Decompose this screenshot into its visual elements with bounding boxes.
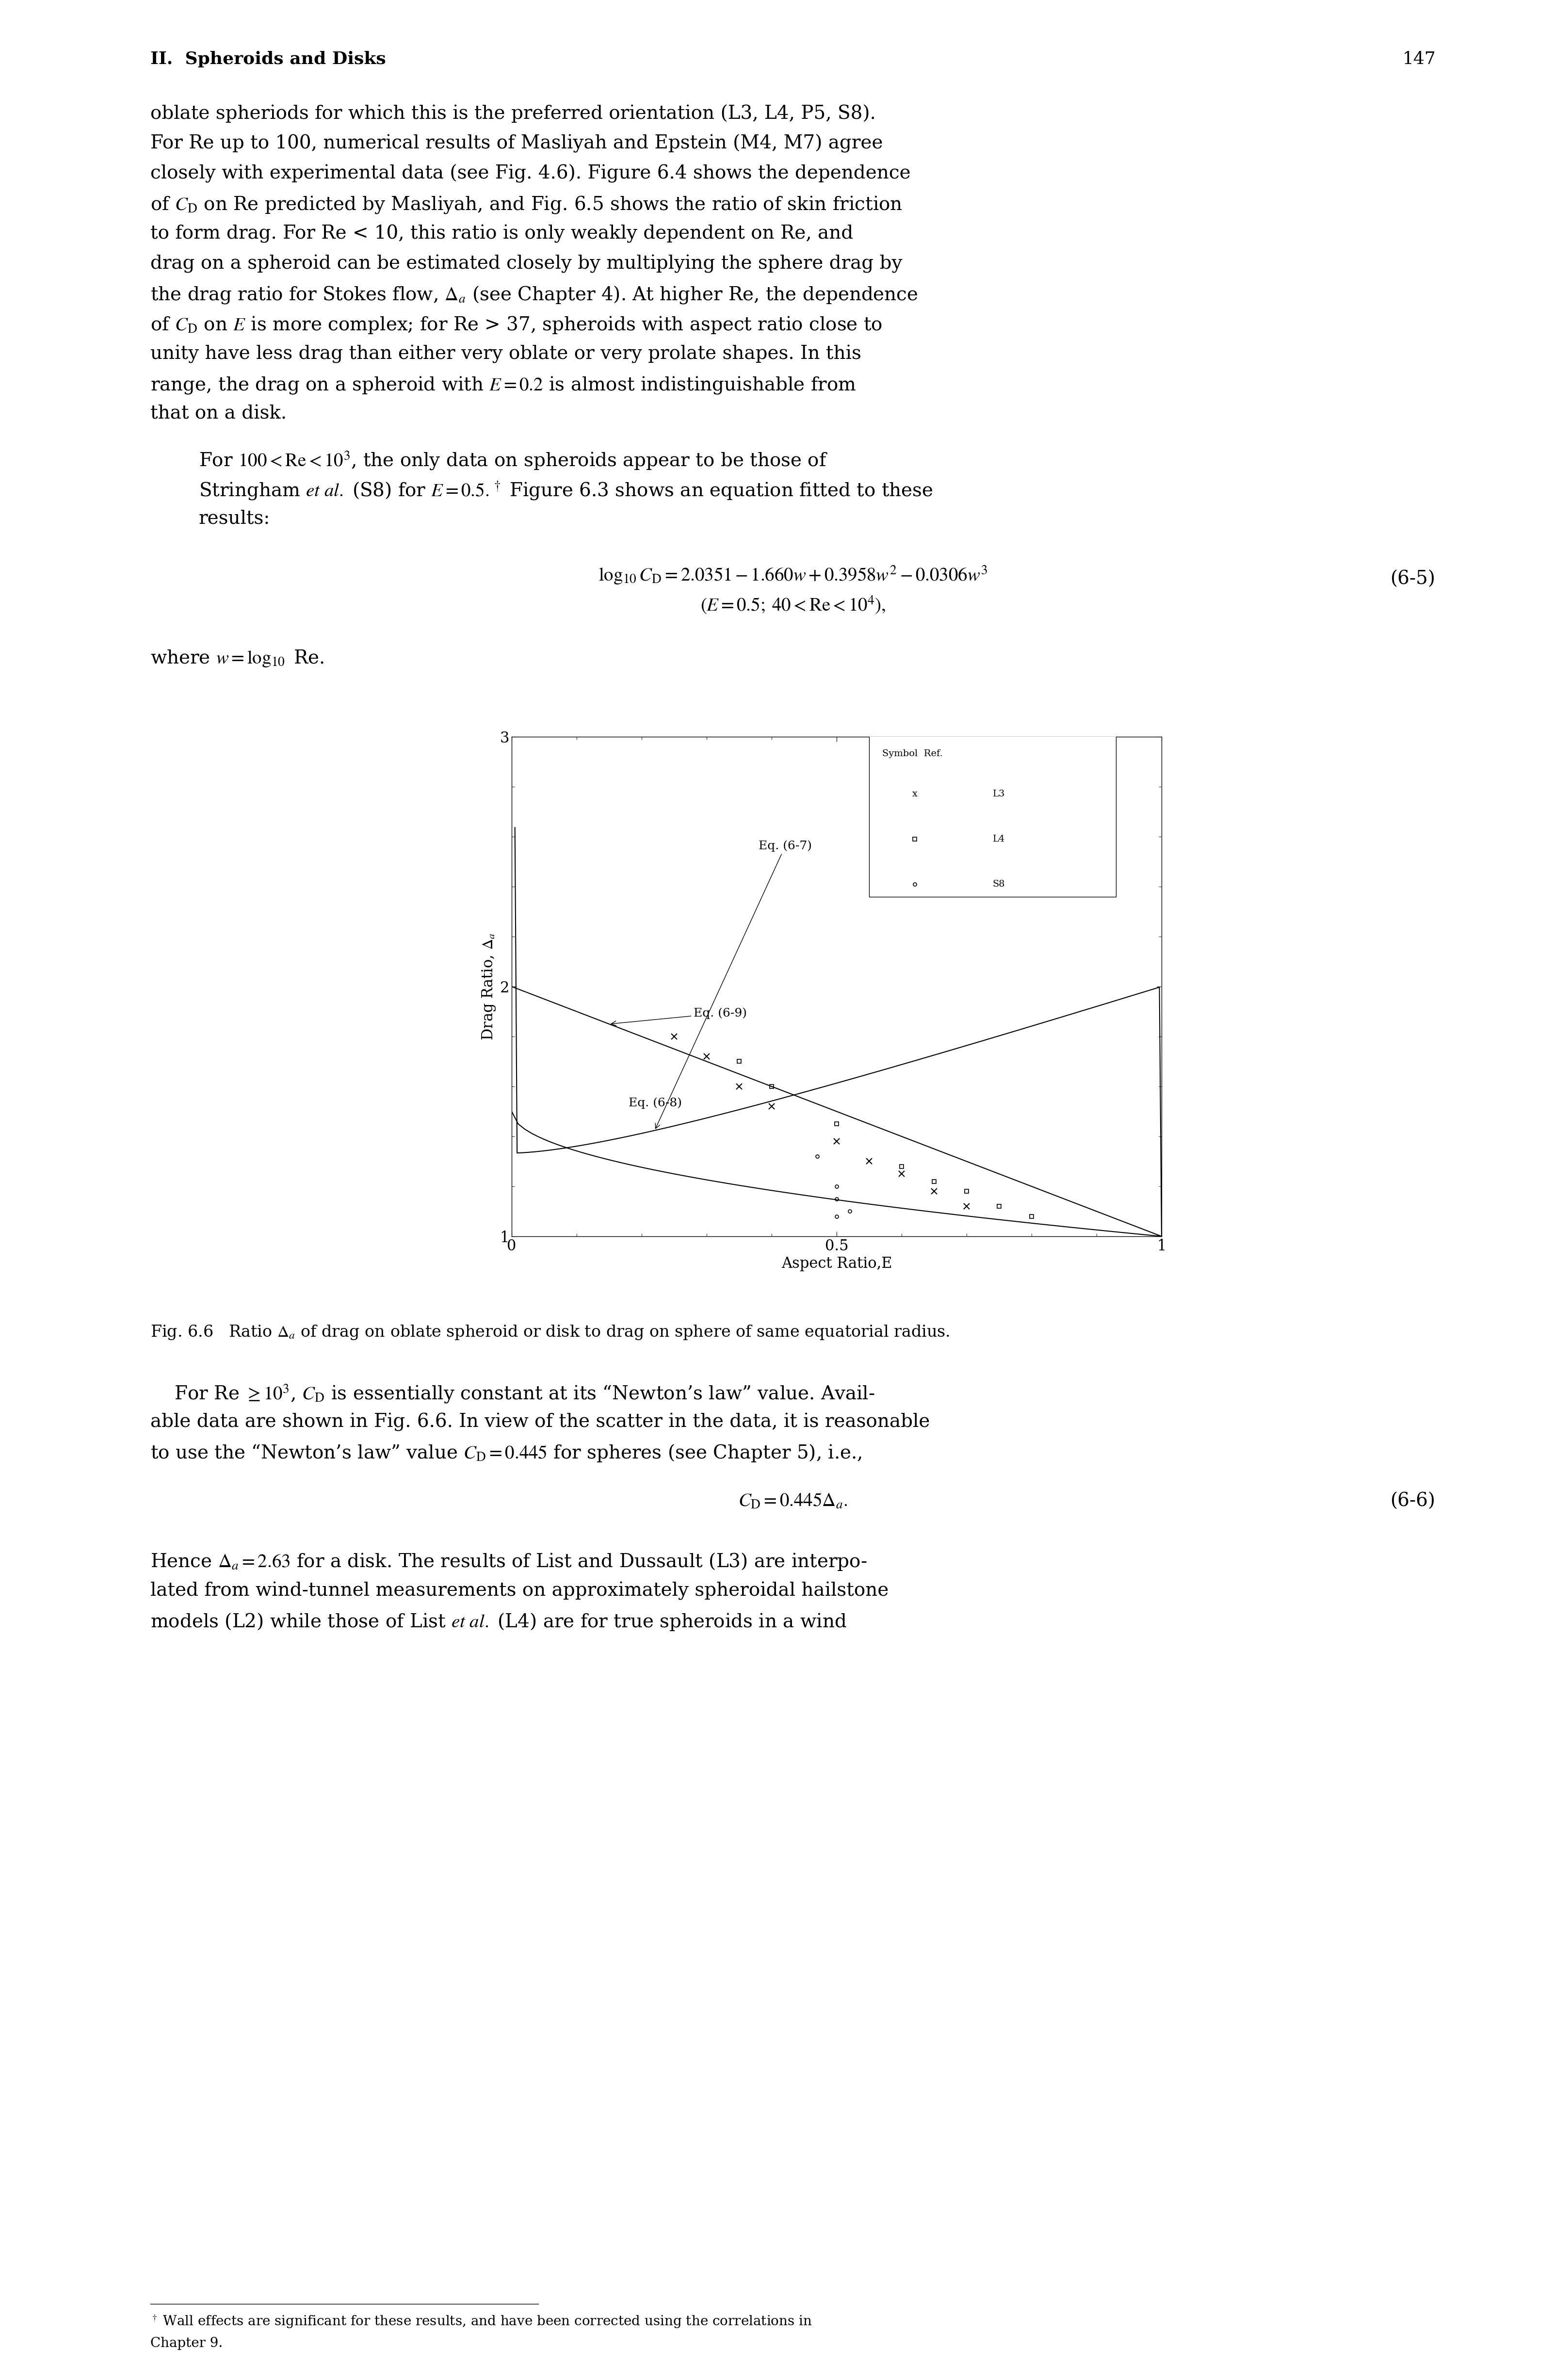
Text: closely with experimental data (see Fig. 4.6). Figure 6.4 shows the dependence: closely with experimental data (see Fig.… [151,166,911,182]
Text: (6-5): (6-5) [1391,570,1436,589]
Text: able data are shown in Fig. 6.6. In view of the scatter in the data, it is reaso: able data are shown in Fig. 6.6. In view… [151,1412,930,1431]
Text: of $C_\mathrm{D}$ on Re predicted by Masliyah, and Fig. 6.5 shows the ratio of s: of $C_\mathrm{D}$ on Re predicted by Mas… [151,194,903,215]
Text: Chapter 9.: Chapter 9. [151,2337,223,2351]
Text: where $w = \log_{10}$ Re.: where $w = \log_{10}$ Re. [151,648,325,669]
Text: drag on a spheroid can be estimated closely by multiplying the sphere drag by: drag on a spheroid can be estimated clos… [151,255,902,272]
Text: that on a disk.: that on a disk. [151,404,287,423]
Text: II.  Spheroids and Disks: II. Spheroids and Disks [151,52,386,69]
Y-axis label: Drag Ratio, $\Delta_a$: Drag Ratio, $\Delta_a$ [481,932,497,1041]
Text: to use the “Newton’s law” value $C_\mathrm{D} = 0.445$ for spheres (see Chapter : to use the “Newton’s law” value $C_\math… [151,1443,862,1464]
Text: $^\dagger$ Wall effects are significant for these results, and have been correct: $^\dagger$ Wall effects are significant … [151,2313,812,2330]
Text: S8: S8 [993,880,1005,889]
Text: Stringham $et\ al.$ (S8) for $E = 0.5.^\dagger$ Figure 6.3 shows an equation fit: Stringham $et\ al.$ (S8) for $E = 0.5.^\… [199,480,933,501]
X-axis label: Aspect Ratio,E: Aspect Ratio,E [781,1256,892,1272]
Text: L4: L4 [993,835,1005,844]
Text: x: x [913,790,917,799]
Text: unity have less drag than either very oblate or very prolate shapes. In this: unity have less drag than either very ob… [151,345,861,364]
Text: (6-6): (6-6) [1391,1492,1436,1511]
Text: $C_\mathrm{D} = 0.445\Delta_a.$: $C_\mathrm{D} = 0.445\Delta_a.$ [739,1492,848,1511]
Text: models (L2) while those of List $et\ al.$ (L4) are for true spheroids in a wind: models (L2) while those of List $et\ al.… [151,1613,847,1632]
Bar [869,731,1116,896]
Text: $(E = 0.5;\; 40 < \mathrm{Re} < 10^4),$: $(E = 0.5;\; 40 < \mathrm{Re} < 10^4),$ [701,594,886,615]
Text: Symbol  Ref.: Symbol Ref. [883,750,942,757]
Text: For Re up to 100, numerical results of Masliyah and Epstein (M4, M7) agree: For Re up to 100, numerical results of M… [151,135,883,154]
Text: of $C_\mathrm{D}$ on $E$ is more complex; for Re > 37, spheroids with aspect rat: of $C_\mathrm{D}$ on $E$ is more complex… [151,315,883,336]
Text: 147: 147 [1402,52,1436,69]
Text: Eq. (6-9): Eq. (6-9) [612,1007,746,1026]
Text: oblate spheriods for which this is the preferred orientation (L3, L4, P5, S8).: oblate spheriods for which this is the p… [151,104,877,123]
Text: Fig. 6.6   Ratio $\Delta_a$ of drag on oblate spheroid or disk to drag on sphere: Fig. 6.6 Ratio $\Delta_a$ of drag on obl… [151,1324,950,1341]
Text: For $100 < \mathrm{Re} < 10^3$, the only data on spheroids appear to be those of: For $100 < \mathrm{Re} < 10^3$, the only… [199,449,828,471]
Text: Eq. (6-8): Eq. (6-8) [629,1097,682,1109]
Text: For Re $\geq 10^3$, $C_\mathrm{D}$ is essentially constant at its “Newton’s law”: For Re $\geq 10^3$, $C_\mathrm{D}$ is es… [151,1384,875,1405]
Text: results:: results: [199,511,270,527]
Text: Hence $\Delta_a = 2.63$ for a disk. The results of List and Dussault (L3) are in: Hence $\Delta_a = 2.63$ for a disk. The … [151,1551,867,1573]
Text: range, the drag on a spheroid with $E = 0.2$ is almost indistinguishable from: range, the drag on a spheroid with $E = … [151,376,856,395]
Text: lated from wind-tunnel measurements on approximately spheroidal hailstone: lated from wind-tunnel measurements on a… [151,1582,889,1601]
Text: the drag ratio for Stokes flow, $\Delta_a$ (see Chapter 4). At higher Re, the de: the drag ratio for Stokes flow, $\Delta_… [151,284,917,305]
Text: Eq. (6-7): Eq. (6-7) [655,840,812,1128]
Text: $\log_{10} C_\mathrm{D} = 2.0351 - 1.660w + 0.3958w^2 - 0.0306w^3$: $\log_{10} C_\mathrm{D} = 2.0351 - 1.660… [599,565,988,587]
Text: to form drag. For Re < 10, this ratio is only weakly dependent on Re, and: to form drag. For Re < 10, this ratio is… [151,225,853,244]
Text: L3: L3 [993,790,1005,799]
